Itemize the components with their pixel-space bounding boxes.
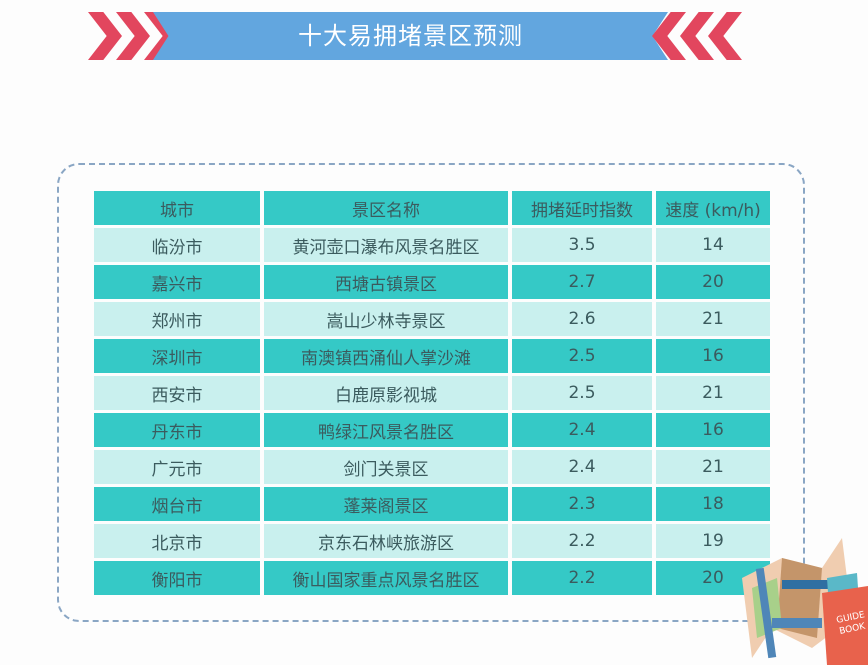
index-cell: 2.6 xyxy=(512,302,652,336)
speed-cell: 21 xyxy=(656,302,770,336)
table-row: 西安市 白鹿原影视城 2.5 21 xyxy=(94,376,770,410)
scenic-cell: 黄河壶口瀑布风景名胜区 xyxy=(264,228,508,262)
city-cell: 丹东市 xyxy=(94,413,260,447)
index-cell: 2.2 xyxy=(512,561,652,595)
city-cell: 衡阳市 xyxy=(94,561,260,595)
table-row: 烟台市 蓬莱阁景区 2.3 18 xyxy=(94,487,770,521)
map-guidebook-icon: GUIDE BOOK xyxy=(742,538,868,665)
city-cell: 西安市 xyxy=(94,376,260,410)
index-cell: 2.7 xyxy=(512,265,652,299)
table-row: 嘉兴市 西塘古镇景区 2.7 20 xyxy=(94,265,770,299)
table-row: 深圳市 南澳镇西涌仙人掌沙滩 2.5 16 xyxy=(94,339,770,373)
table-row: 郑州市 嵩山少林寺景区 2.6 21 xyxy=(94,302,770,336)
index-cell: 3.5 xyxy=(512,228,652,262)
city-cell: 临汾市 xyxy=(94,228,260,262)
table-row: 临汾市 黄河壶口瀑布风景名胜区 3.5 14 xyxy=(94,228,770,262)
city-cell: 北京市 xyxy=(94,524,260,558)
index-cell: 2.3 xyxy=(512,487,652,521)
chevron-right-icon xyxy=(88,12,122,60)
city-cell: 郑州市 xyxy=(94,302,260,336)
scenic-cell: 鸭绿江风景名胜区 xyxy=(264,413,508,447)
dashed-frame xyxy=(57,163,805,622)
speed-cell: 21 xyxy=(656,450,770,484)
speed-cell: 20 xyxy=(656,265,770,299)
chevron-left-icon xyxy=(708,12,742,60)
header-speed: 速度 (km/h) xyxy=(656,191,770,225)
header-index: 拥堵延时指数 xyxy=(512,191,652,225)
speed-cell: 14 xyxy=(656,228,770,262)
scenic-cell: 南澳镇西涌仙人掌沙滩 xyxy=(264,339,508,373)
table-row: 衡阳市 衡山国家重点风景名胜区 2.2 20 xyxy=(94,561,770,595)
title-banner xyxy=(153,12,668,60)
speed-cell: 16 xyxy=(656,339,770,373)
table-row: 丹东市 鸭绿江风景名胜区 2.4 16 xyxy=(94,413,770,447)
header-scenic: 景区名称 xyxy=(264,191,508,225)
speed-cell: 18 xyxy=(656,487,770,521)
index-cell: 2.5 xyxy=(512,339,652,373)
index-cell: 2.5 xyxy=(512,376,652,410)
scenic-cell: 西塘古镇景区 xyxy=(264,265,508,299)
speed-cell: 21 xyxy=(656,376,770,410)
header-city: 城市 xyxy=(94,191,260,225)
table-row: 北京市 京东石林峡旅游区 2.2 19 xyxy=(94,524,770,558)
speed-cell: 16 xyxy=(656,413,770,447)
scenic-cell: 蓬莱阁景区 xyxy=(264,487,508,521)
city-cell: 广元市 xyxy=(94,450,260,484)
scenic-cell: 京东石林峡旅游区 xyxy=(264,524,508,558)
page-title: 十大易拥堵景区预测 xyxy=(298,22,523,50)
scenic-cell: 衡山国家重点风景名胜区 xyxy=(264,561,508,595)
index-cell: 2.4 xyxy=(512,450,652,484)
scenic-cell: 嵩山少林寺景区 xyxy=(264,302,508,336)
table-row: 广元市 剑门关景区 2.4 21 xyxy=(94,450,770,484)
scenic-cell: 白鹿原影视城 xyxy=(264,376,508,410)
scenic-cell: 剑门关景区 xyxy=(264,450,508,484)
congestion-table: 城市 景区名称 拥堵延时指数 速度 (km/h) 临汾市 黄河壶口瀑布风景名胜区 3… xyxy=(90,188,774,598)
city-cell: 深圳市 xyxy=(94,339,260,373)
speed-cell: 19 xyxy=(656,524,770,558)
city-cell: 烟台市 xyxy=(94,487,260,521)
index-cell: 2.4 xyxy=(512,413,652,447)
city-cell: 嘉兴市 xyxy=(94,265,260,299)
index-cell: 2.2 xyxy=(512,524,652,558)
